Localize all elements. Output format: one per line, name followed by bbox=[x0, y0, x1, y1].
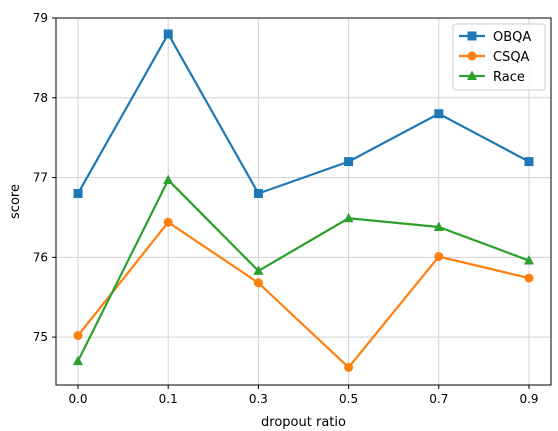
legend-label: OBQA bbox=[493, 30, 531, 45]
legend: OBQA CSQA Race bbox=[452, 23, 546, 91]
data-point bbox=[433, 221, 444, 232]
y-tick-label: 76 bbox=[33, 250, 48, 264]
y-tick-label: 75 bbox=[33, 330, 48, 344]
series-race bbox=[73, 174, 534, 366]
ticks: 0.0 0.1 0.3 0.5 0.7 0.9 75 76 77 78 79 bbox=[33, 11, 539, 406]
series-line bbox=[77, 178, 530, 362]
data-point bbox=[253, 265, 264, 275]
data-point bbox=[73, 189, 83, 199]
series-obqa bbox=[73, 29, 534, 199]
data-point bbox=[73, 331, 83, 341]
legend-item-obqa: OBQA bbox=[459, 30, 531, 45]
data-point bbox=[163, 217, 173, 227]
data-point bbox=[434, 252, 444, 262]
series-line bbox=[77, 221, 530, 369]
x-axis-label: dropout ratio bbox=[261, 415, 346, 430]
data-point bbox=[253, 189, 263, 199]
legend-item-race: Race bbox=[459, 70, 525, 85]
legend-marker bbox=[467, 51, 477, 61]
plot-frame bbox=[55, 17, 552, 386]
data-point bbox=[163, 29, 173, 39]
y-axis-label: score bbox=[8, 184, 23, 219]
data-point bbox=[524, 273, 534, 283]
data-point bbox=[343, 212, 354, 223]
data-point bbox=[524, 255, 534, 265]
x-tick-label: 0.9 bbox=[519, 392, 538, 406]
legend-label: CSQA bbox=[493, 50, 530, 65]
data-point bbox=[73, 355, 83, 366]
legend-marker bbox=[467, 70, 477, 80]
series-csqa bbox=[73, 217, 534, 372]
x-tick-label: 0.0 bbox=[68, 392, 87, 406]
series-layer bbox=[73, 29, 534, 372]
y-tick-label: 77 bbox=[33, 171, 48, 185]
x-tick-label: 0.7 bbox=[429, 392, 448, 406]
legend-label: Race bbox=[493, 70, 525, 85]
data-point bbox=[253, 278, 263, 288]
data-point bbox=[524, 157, 534, 167]
legend-item-csqa: CSQA bbox=[459, 50, 530, 65]
series-line bbox=[77, 32, 530, 195]
x-tick-label: 0.5 bbox=[339, 392, 358, 406]
x-tick-label: 0.1 bbox=[159, 392, 178, 406]
x-tick-label: 0.3 bbox=[249, 392, 268, 406]
data-point bbox=[163, 174, 174, 184]
data-point bbox=[434, 109, 444, 119]
data-point bbox=[344, 157, 354, 167]
y-tick-label: 79 bbox=[33, 11, 48, 25]
data-point bbox=[344, 362, 354, 372]
legend-marker bbox=[467, 31, 477, 41]
y-tick-label: 78 bbox=[33, 91, 48, 105]
